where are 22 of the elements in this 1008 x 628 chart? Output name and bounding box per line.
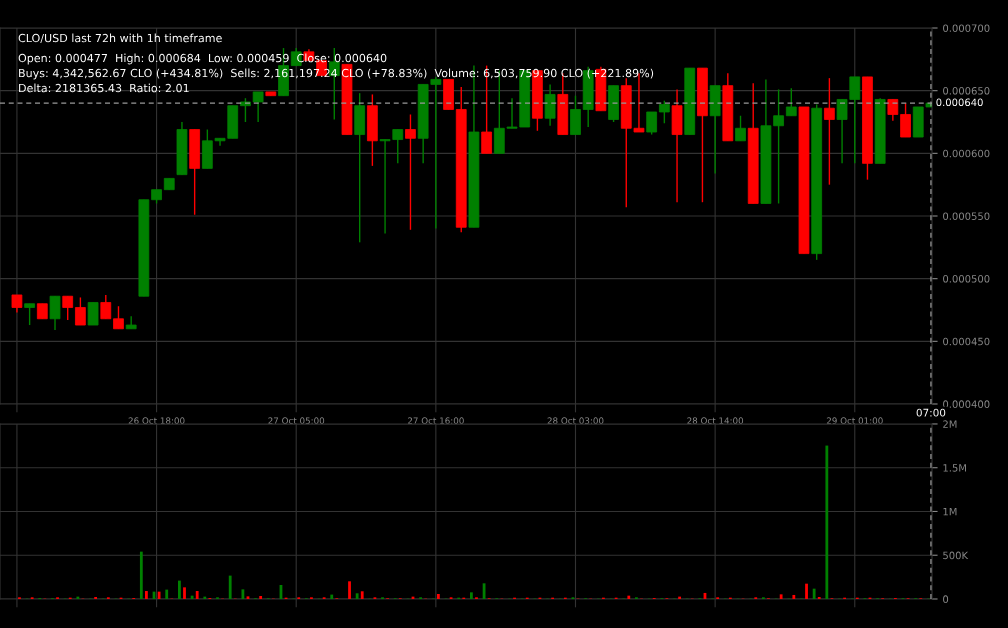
x-tick-label: 28 Oct 14:00 xyxy=(687,417,744,424)
y-tick-label: 500K xyxy=(943,551,969,560)
y-tick-label: 0.000500 xyxy=(943,275,990,283)
y-tick-label: 2M xyxy=(943,420,957,428)
chart-title: CLO/USD last 72h with 1h timeframe xyxy=(18,33,222,44)
ref-line-label: 0.000640 xyxy=(936,98,983,107)
y-tick-label: 0.000550 xyxy=(943,212,990,220)
y-tick-label: 0.000650 xyxy=(943,87,990,95)
x-tick-label: 27 Oct 05:00 xyxy=(268,417,325,424)
x-tick-label: 27 Oct 16:00 xyxy=(407,417,464,424)
y-tick-label: 0 xyxy=(943,595,949,603)
y-tick-label: 0.000600 xyxy=(943,149,990,158)
y-tick-label: 0.000450 xyxy=(943,337,990,346)
x-tick-label: 29 Oct 01:00 xyxy=(826,417,883,424)
y-tick-label: 0.000400 xyxy=(943,400,990,408)
y-tick-label: 1M xyxy=(943,507,957,516)
x-tick-label: 28 Oct 03:00 xyxy=(547,417,604,424)
x-tick-label: 26 Oct 18:00 xyxy=(128,417,185,424)
y-tick-label: 0.000700 xyxy=(943,24,990,32)
ref-line-label: 07:00 xyxy=(916,408,946,417)
annotation: Delta: 2181365.43 Ratio: 2.01 xyxy=(19,83,189,93)
y-tick-label: 1.5M xyxy=(943,464,966,472)
